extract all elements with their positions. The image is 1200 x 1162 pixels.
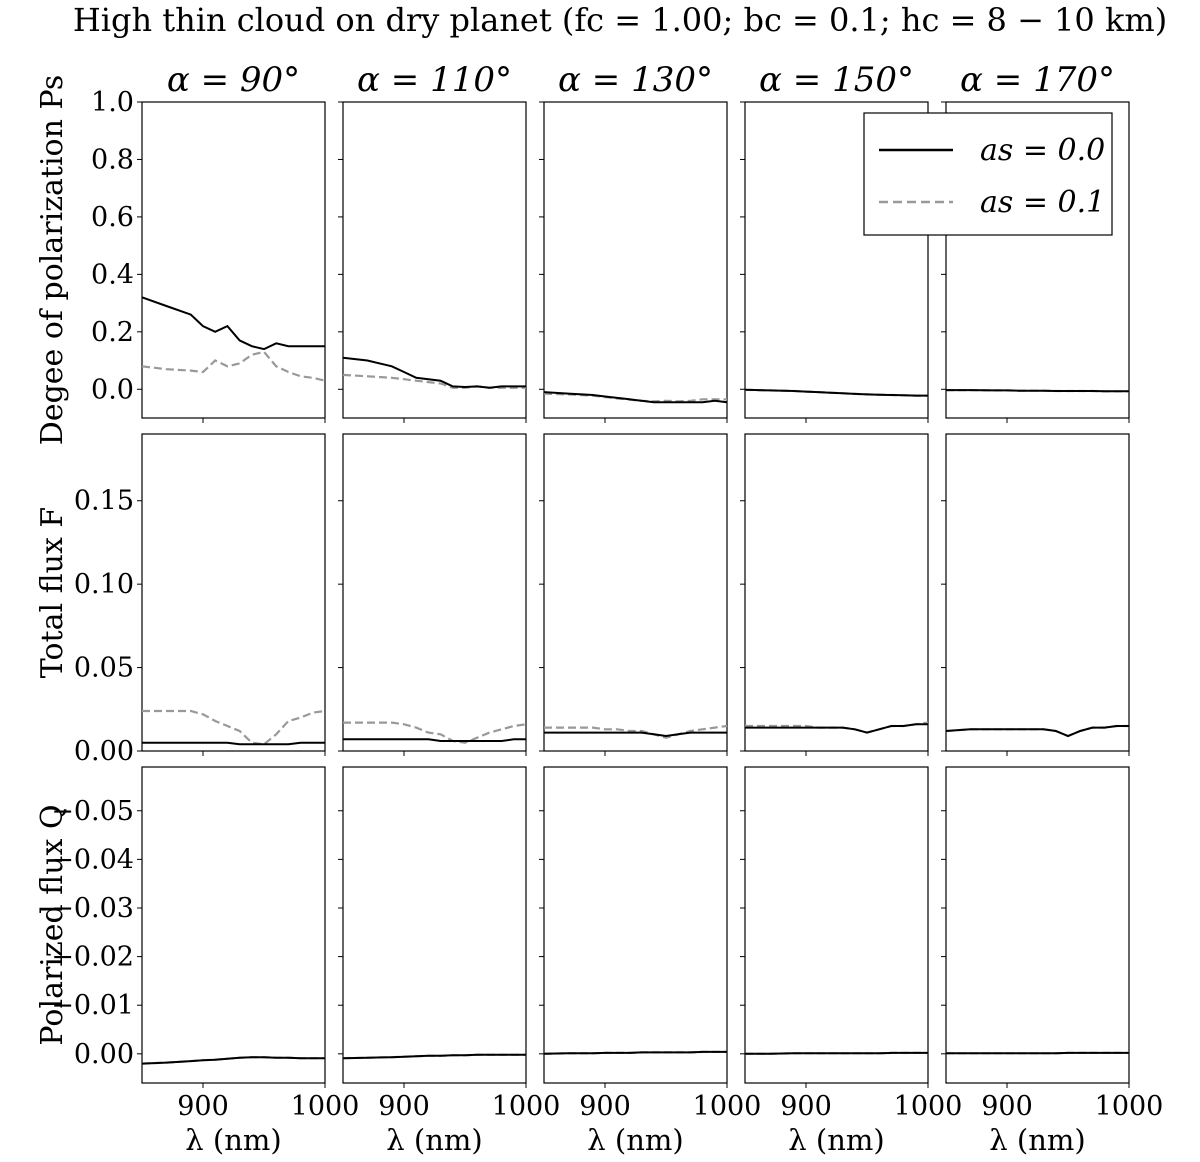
y-tick-label: 1.0 xyxy=(91,87,134,118)
y-tick-label: 0.8 xyxy=(91,144,134,175)
series-line-as-0 xyxy=(141,1056,325,1065)
panel-frame xyxy=(141,101,326,419)
panel xyxy=(338,433,527,756)
y-tick-label: 0.2 xyxy=(91,317,134,348)
panel-frame xyxy=(342,766,527,1084)
y-tick-label: −0.04 xyxy=(51,844,134,875)
x-axis-label: λ (nm) xyxy=(386,1123,482,1157)
y-tick-label: −0.05 xyxy=(51,796,134,827)
series-line-as-0 xyxy=(946,389,1129,393)
y-tick-label: −0.02 xyxy=(51,942,134,973)
y-tick-label: 0.0 xyxy=(91,374,134,405)
column-title: α = 110° xyxy=(357,60,512,100)
legend-label: as = 0.0 xyxy=(980,133,1105,168)
series-line-as-0-1 xyxy=(141,350,326,382)
x-axis-label: λ (nm) xyxy=(989,1123,1085,1157)
series-line-as-0-1 xyxy=(142,709,326,746)
column-title: α = 90° xyxy=(167,60,300,100)
x-tick-label: 1000 xyxy=(492,1091,561,1122)
panel: 0.00 0.05 0.10 0.15 xyxy=(74,433,326,767)
y-tick-label: 0.4 xyxy=(91,259,134,290)
panel xyxy=(941,433,1130,756)
series-line-as-0 xyxy=(343,738,526,742)
legend-box xyxy=(863,112,1113,236)
x-tick-label: 1000 xyxy=(1095,1091,1164,1122)
series-line-as-0 xyxy=(544,731,727,738)
x-tick-label: 900 xyxy=(378,1091,430,1122)
series-line-as-0 xyxy=(744,388,928,397)
column-title: α = 130° xyxy=(558,60,713,100)
series-line-as-0 xyxy=(342,1053,526,1060)
legend-label: as = 0.1 xyxy=(980,185,1105,220)
y-tick-label: −0.03 xyxy=(51,893,134,924)
y-tick-label: −0.01 xyxy=(51,990,134,1021)
panels-grid: 0.0 0.2 0.4 0.6 0.8 1.0 0.00 0.05 0.10 0.15 0.00 −0… xyxy=(51,87,1163,1157)
y-tick-label: 0.15 xyxy=(74,486,134,517)
panel: 0.0 0.2 0.4 0.6 0.8 1.0 xyxy=(91,87,326,423)
x-axis-label: λ (nm) xyxy=(185,1123,281,1157)
series-line-as-0-1 xyxy=(342,373,526,389)
figure-title: High thin cloud on dry planet (fc = 1.00… xyxy=(73,1,1167,39)
row-axis-label: Degee of polarization Ps xyxy=(35,75,70,445)
series-line-as-0 xyxy=(543,1050,727,1055)
series-line-as-0-1 xyxy=(343,721,527,744)
panel-frame xyxy=(945,433,1130,752)
x-tick-label: 1000 xyxy=(291,1091,360,1122)
panel: 900 1000 λ (nm) xyxy=(941,766,1164,1157)
row-axis-label: Polarized flux Q xyxy=(35,804,70,1045)
x-tick-label: 1000 xyxy=(894,1091,963,1122)
panel xyxy=(338,101,527,423)
series-line-as-0 xyxy=(745,1051,928,1055)
x-tick-label: 1000 xyxy=(693,1091,762,1122)
x-tick-label: 900 xyxy=(780,1091,832,1122)
x-tick-label: 900 xyxy=(177,1091,229,1122)
series-line-as-0 xyxy=(745,723,928,734)
series-line-as-0 xyxy=(342,356,526,389)
panel xyxy=(740,101,929,423)
panel-frame xyxy=(744,433,929,752)
panel xyxy=(539,101,728,423)
panel-frame xyxy=(945,766,1130,1084)
panel-frame xyxy=(543,766,728,1084)
panel xyxy=(740,433,929,756)
y-tick-label: 0.05 xyxy=(74,653,134,684)
panel-frame xyxy=(141,433,326,752)
panel xyxy=(941,101,1130,423)
panel-frame xyxy=(945,101,1130,419)
panel-frame xyxy=(342,433,527,752)
panel-frame xyxy=(744,101,929,419)
panel: 900 1000 λ (nm) xyxy=(740,766,963,1157)
x-axis-label: λ (nm) xyxy=(788,1123,884,1157)
column-title: α = 150° xyxy=(759,60,914,100)
panel xyxy=(539,433,728,756)
x-tick-label: 900 xyxy=(579,1091,631,1122)
series-line-as-0 xyxy=(945,725,1129,738)
y-tick-label: 0.6 xyxy=(91,202,134,233)
row-labels: Degee of polarization Ps Total flux F Pola… xyxy=(35,75,70,1046)
series-line-as-0-1 xyxy=(544,724,728,739)
y-tick-label: 0.00 xyxy=(74,1039,134,1070)
panel-frame xyxy=(543,101,728,419)
y-tick-label: 0.10 xyxy=(74,569,134,600)
x-tick-label: 900 xyxy=(981,1091,1033,1122)
panel: 0.00 −0.01 −0.02 −0.03 −0.04 −0.05 900 1000 λ (n… xyxy=(51,766,360,1157)
y-tick-label: 0.00 xyxy=(74,736,134,767)
x-axis-label: λ (nm) xyxy=(587,1123,683,1157)
series-line-as-0 xyxy=(543,391,728,404)
series-line-as-0 xyxy=(142,741,325,746)
panel-frame xyxy=(342,101,527,419)
series-line-as-0 xyxy=(141,296,325,351)
panel-frame xyxy=(141,766,326,1084)
panel-frame xyxy=(543,433,728,752)
panel-frame xyxy=(744,766,929,1084)
column-titles: α = 90° α = 110° α = 130° α = 150° α = 170° xyxy=(167,60,1115,100)
legend: as = 0.0 as = 0.1 xyxy=(863,112,1113,236)
panel: 900 1000 λ (nm) xyxy=(338,766,561,1157)
panel: 900 1000 λ (nm) xyxy=(539,766,762,1157)
row-axis-label: Total flux F xyxy=(35,507,70,678)
column-title: α = 170° xyxy=(960,60,1115,100)
